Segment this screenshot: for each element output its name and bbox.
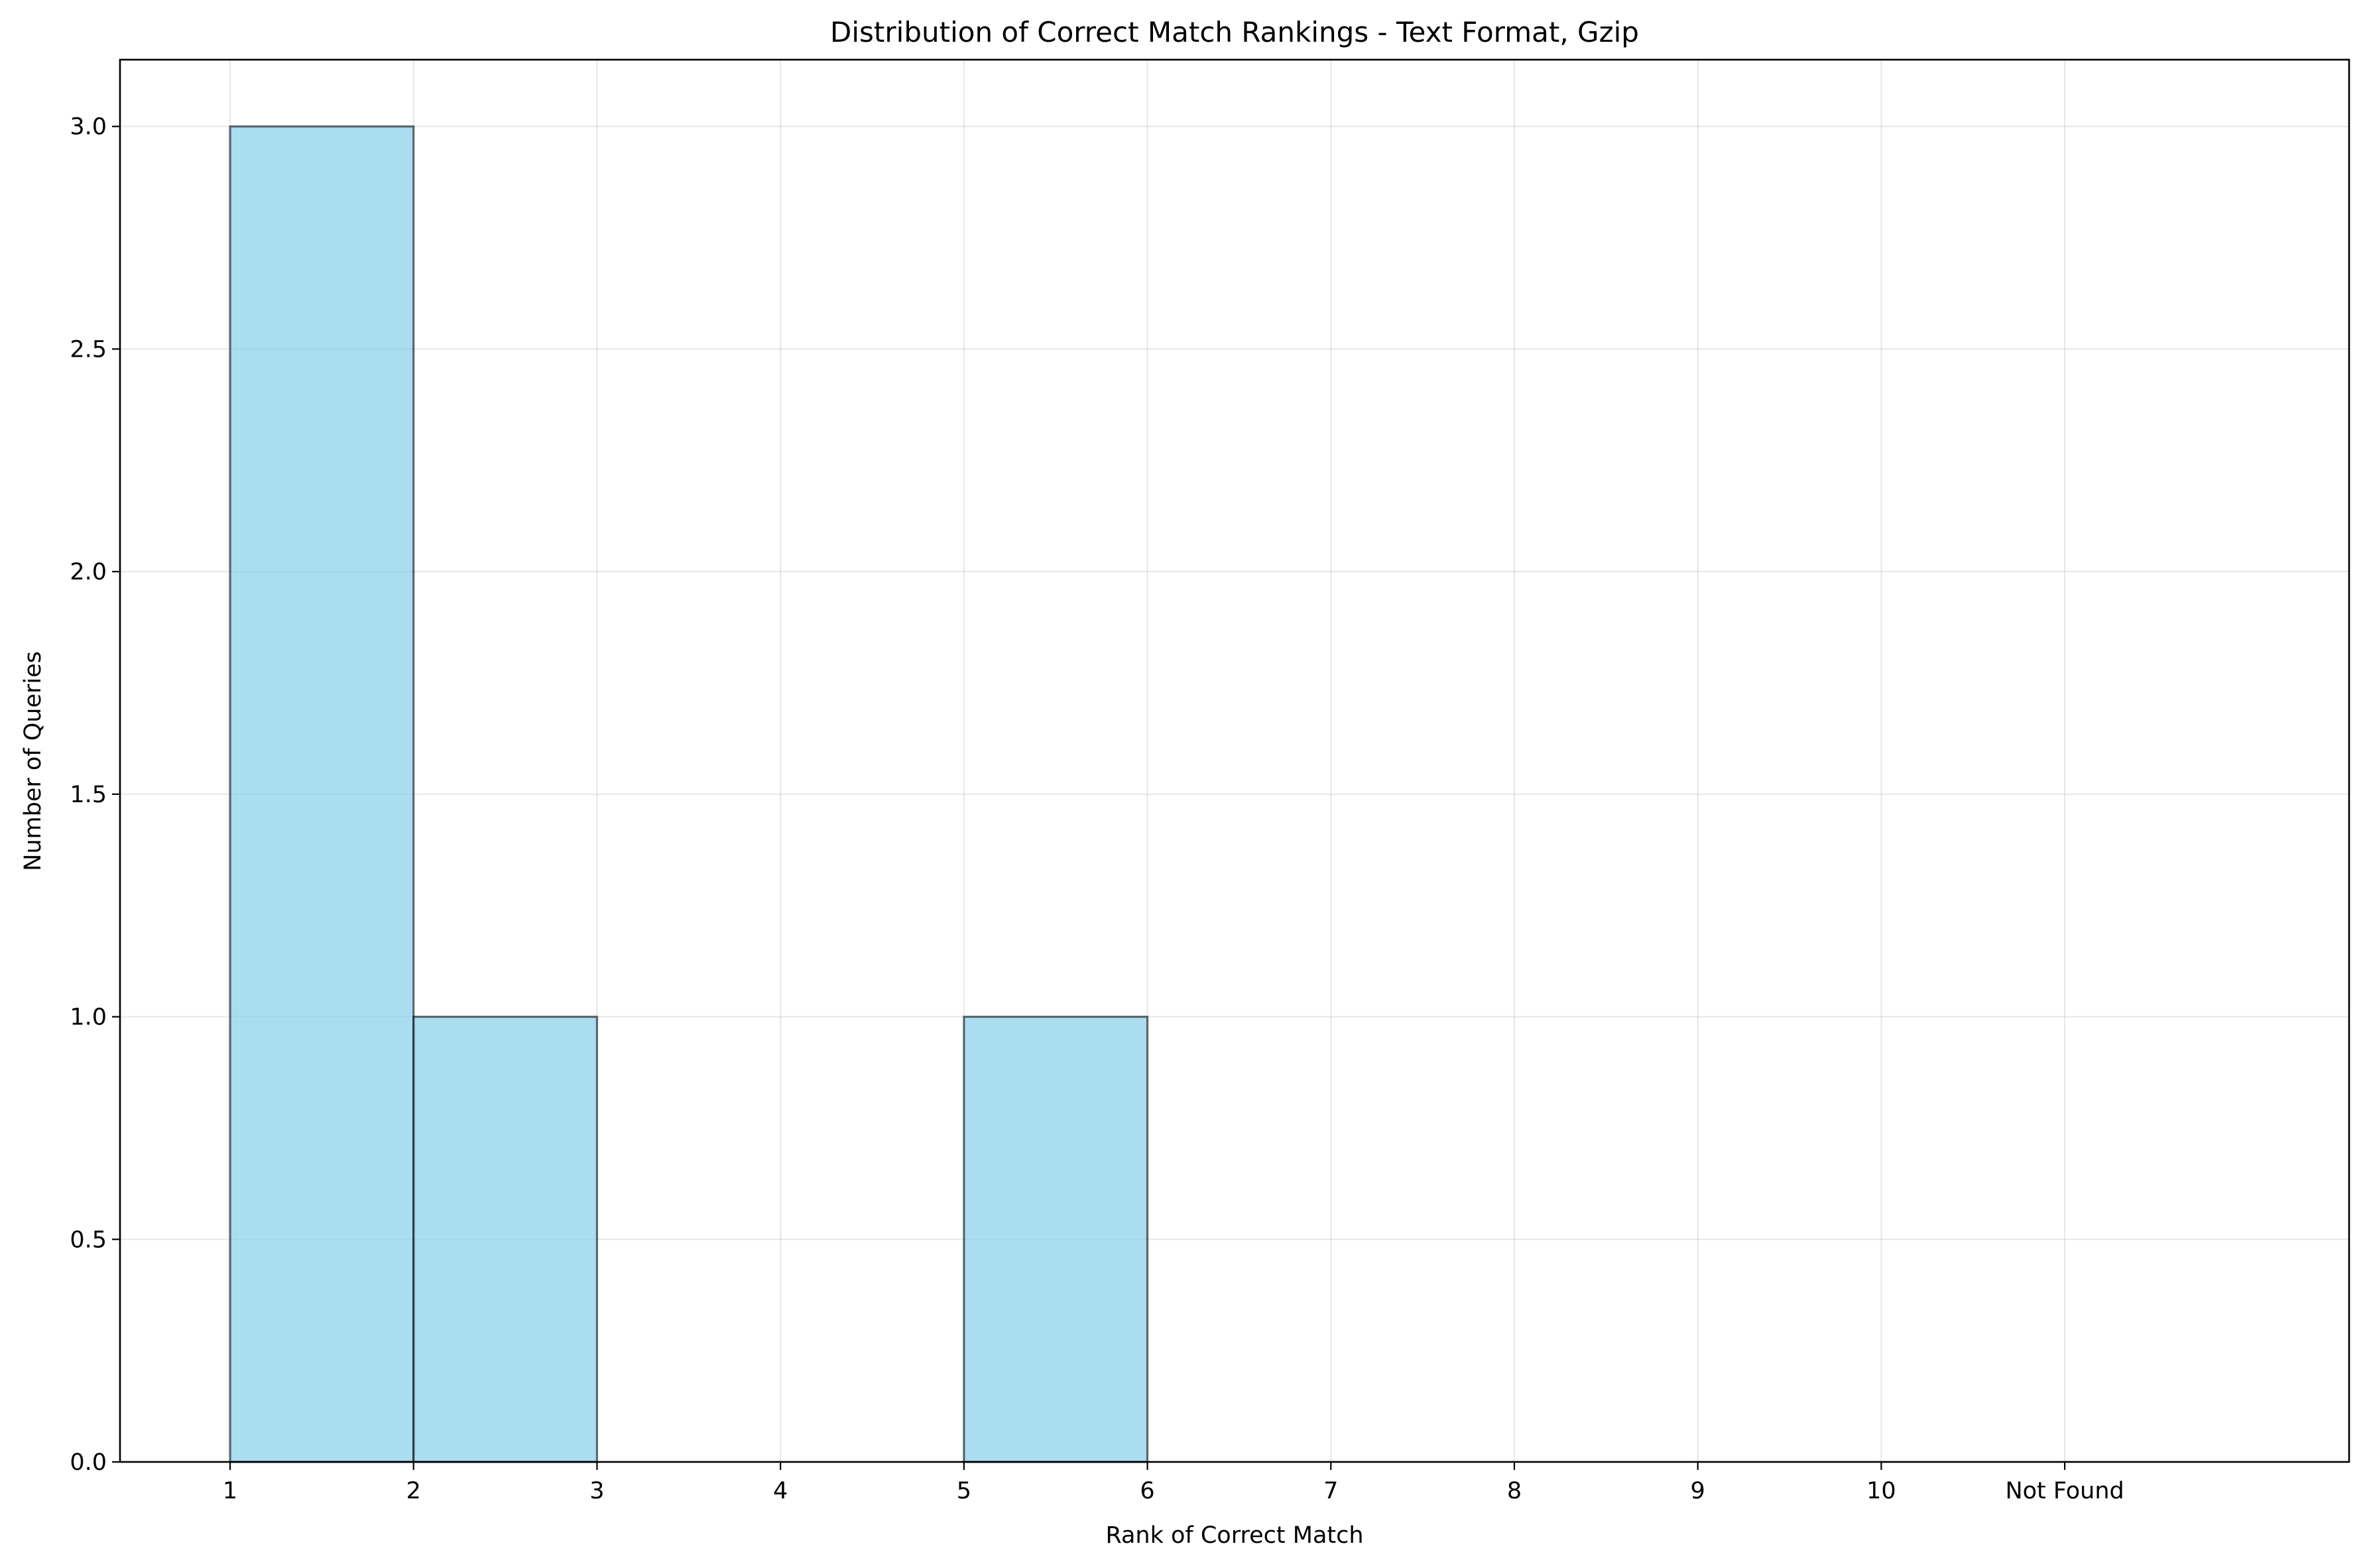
plot-frame <box>119 58 2350 1463</box>
x-axis-title: Rank of Correct Match <box>1105 1522 1363 1549</box>
histogram-bar <box>963 1015 1149 1463</box>
histogram-bar <box>412 1015 599 1463</box>
x-tick-label: 3 <box>589 1478 604 1504</box>
x-tick-label: 9 <box>1691 1478 1705 1504</box>
x-tick-label: 2 <box>406 1478 421 1504</box>
x-tick-label: 7 <box>1323 1478 1338 1504</box>
x-tick-label: 4 <box>773 1478 788 1504</box>
y-axis-ticks: 0.0 0.5 1.0 1.5 2.0 2.5 3.0 <box>70 114 120 1476</box>
y-tick-label: 0.5 <box>70 1227 107 1253</box>
chart-title: Distribution of Correct Match Rankings -… <box>830 16 1639 48</box>
x-tick-label: 6 <box>1140 1478 1154 1504</box>
x-tick-label: 10 <box>1866 1478 1896 1504</box>
x-tick-label: 5 <box>957 1478 971 1504</box>
y-tick-label: 2.5 <box>70 336 107 363</box>
y-tick-label: 1.0 <box>70 1004 107 1031</box>
y-tick-label: 1.5 <box>70 782 107 808</box>
histogram-bars <box>229 125 1149 1463</box>
y-tick-label: 0.0 <box>70 1449 107 1476</box>
x-tick-label: 1 <box>223 1478 237 1504</box>
y-tick-label: 3.0 <box>70 114 107 141</box>
x-tick-label: 8 <box>1507 1478 1522 1504</box>
y-axis-title: Number of Queries <box>20 651 46 871</box>
histogram-bar <box>229 125 415 1463</box>
y-tick-label: 2.0 <box>70 559 107 585</box>
x-tick-label: Not Found <box>2005 1478 2124 1504</box>
x-axis-ticks: 1 2 3 4 5 6 7 8 9 10 Not Found <box>223 1462 2124 1504</box>
